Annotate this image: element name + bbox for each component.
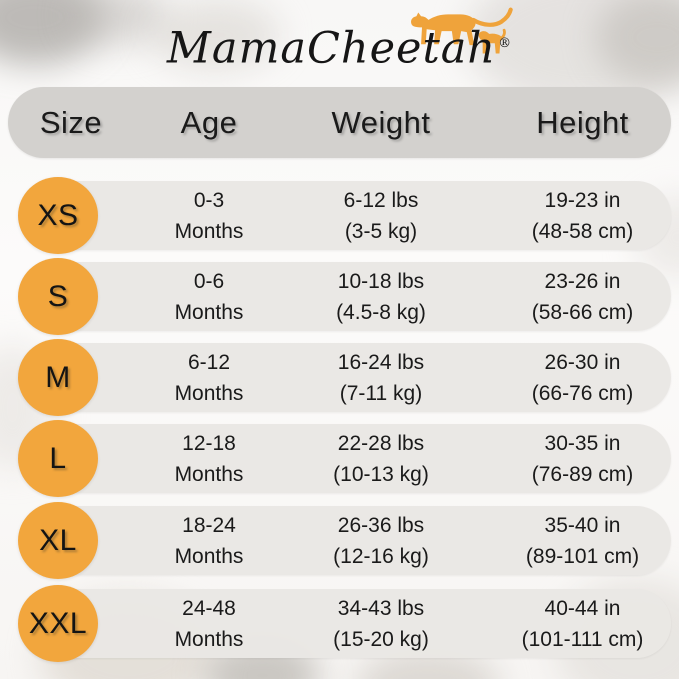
size-label: M xyxy=(45,360,71,394)
height-cell: 19-23 in (48-58 cm) xyxy=(531,188,634,243)
height-cell: 40-44 in (101-111 cm) xyxy=(521,596,644,651)
age-cell: 0-6 Months xyxy=(174,269,244,324)
table-row: 18-24 Months 26-36 lbs (12-16 kg) 35-40 … xyxy=(8,502,671,579)
weight-cell: 34-43 lbs (15-20 kg) xyxy=(333,596,429,651)
row-pill xyxy=(38,589,671,658)
weight-cell: 22-28 lbs (10-13 kg) xyxy=(333,431,429,486)
size-label: L xyxy=(49,441,67,475)
weight-cell: 16-24 lbs (7-11 kg) xyxy=(337,350,425,405)
registered-trademark: ® xyxy=(498,36,513,51)
height-cell: 35-40 in (89-101 cm) xyxy=(525,513,640,568)
weight-cell: 10-18 lbs (4.5-8 kg) xyxy=(336,269,426,324)
column-header-height: Height xyxy=(536,104,629,140)
row-pill xyxy=(38,424,671,493)
size-badge: L xyxy=(18,420,98,497)
size-badge: XL xyxy=(18,502,98,579)
size-label: XXL xyxy=(28,606,88,640)
size-label: S xyxy=(47,279,69,313)
height-cell: 26-30 in (66-76 cm) xyxy=(531,350,634,405)
age-cell: 6-12 Months xyxy=(174,350,244,405)
height-cell: 23-26 in (58-66 cm) xyxy=(531,269,634,324)
table-row: 6-12 Months 16-24 lbs (7-11 kg) 26-30 in… xyxy=(8,339,671,416)
weight-cell: 6-12 lbs (3-5 kg) xyxy=(343,188,419,243)
table-header-row: Size Age Weight Height xyxy=(8,87,671,158)
column-header-age: Age xyxy=(180,104,238,140)
size-label: XL xyxy=(39,523,77,557)
table-row: 24-48 Months 34-43 lbs (15-20 kg) 40-44 … xyxy=(8,585,671,662)
age-cell: 12-18 Months xyxy=(174,431,244,486)
weight-cell: 26-36 lbs (12-16 kg) xyxy=(333,513,429,568)
row-pill xyxy=(38,506,671,575)
size-badge: M xyxy=(18,339,98,416)
row-pill xyxy=(38,181,671,250)
size-badge: XS xyxy=(18,177,98,254)
age-cell: 24-48 Months xyxy=(174,596,244,651)
column-header-weight: Weight xyxy=(331,104,431,140)
age-cell: 18-24 Months xyxy=(174,513,244,568)
size-badge: S xyxy=(18,258,98,335)
size-label: XS xyxy=(37,198,79,232)
cheetah-logo-icon xyxy=(411,7,513,54)
age-cell: 0-3 Months xyxy=(174,188,244,243)
table-row: 0-3 Months 6-12 lbs (3-5 kg) 19-23 in (4… xyxy=(8,177,671,254)
column-header-size: Size xyxy=(39,104,103,140)
size-badge: XXL xyxy=(18,585,98,662)
brand-name: MamaCheetah ® xyxy=(167,14,512,78)
row-pill xyxy=(38,262,671,331)
brand-name-text: MamaCheetah xyxy=(166,23,497,74)
table-row: 12-18 Months 22-28 lbs (10-13 kg) 30-35 … xyxy=(8,420,671,497)
table-row: 0-6 Months 10-18 lbs (4.5-8 kg) 23-26 in… xyxy=(8,258,671,335)
row-pill xyxy=(38,343,671,412)
height-cell: 30-35 in (76-89 cm) xyxy=(531,431,634,486)
brand-logo: MamaCheetah ® xyxy=(0,7,679,78)
